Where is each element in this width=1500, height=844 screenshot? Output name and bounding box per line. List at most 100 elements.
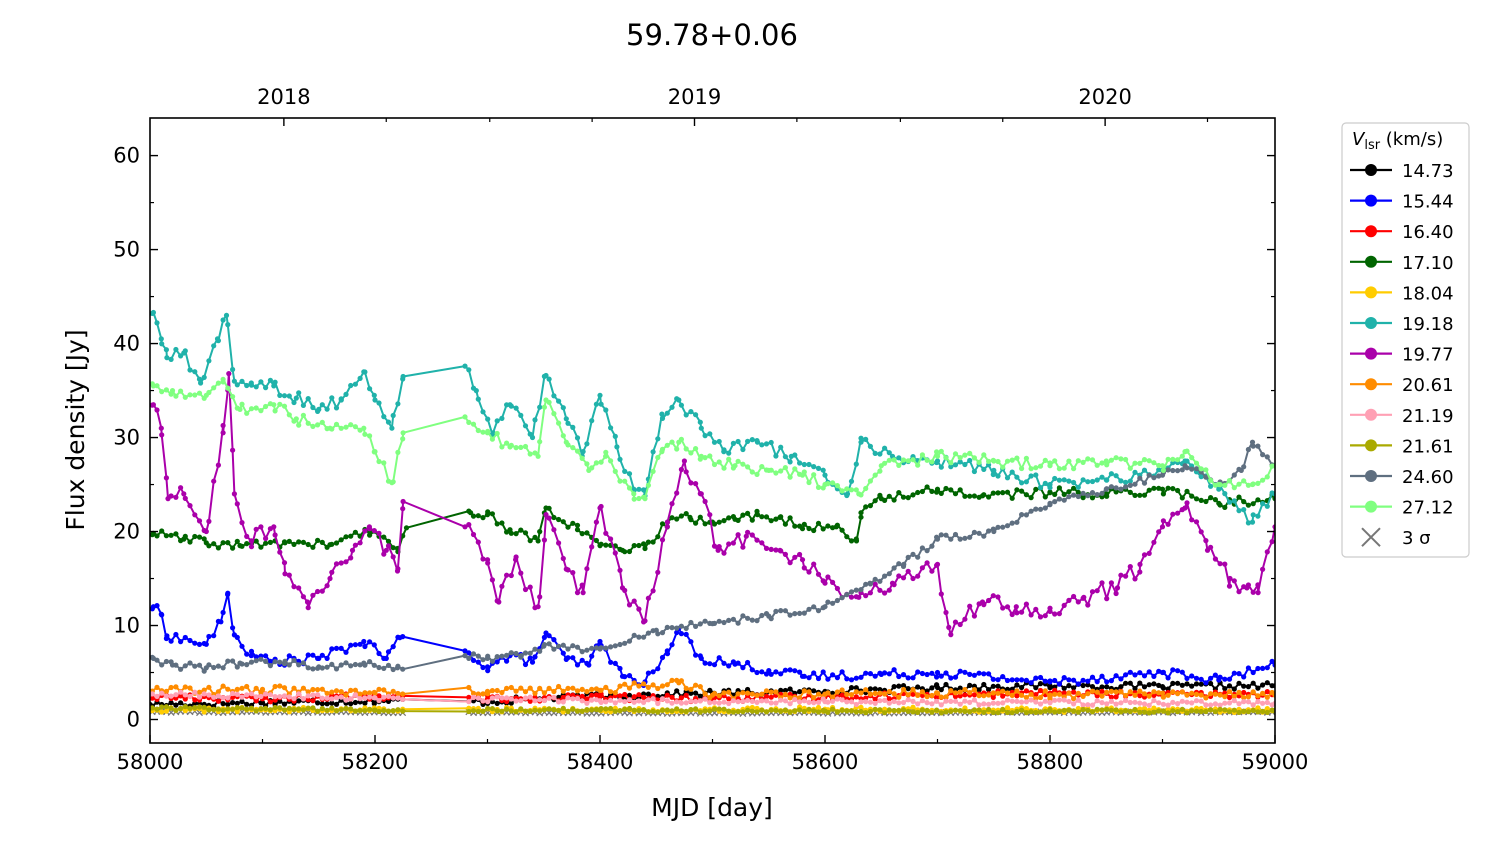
series-point <box>475 539 481 545</box>
series-point <box>943 455 949 461</box>
series-point <box>1141 701 1148 707</box>
series-point <box>1113 485 1119 491</box>
series-point <box>1056 485 1062 491</box>
series-point <box>462 524 468 530</box>
series-point <box>333 708 340 714</box>
series-point <box>872 696 878 702</box>
series-point <box>1108 698 1114 705</box>
series-point <box>390 545 396 551</box>
series-point <box>1179 689 1185 695</box>
series-point <box>352 381 358 387</box>
series-point <box>173 702 179 708</box>
series-point <box>1208 707 1214 713</box>
series-point <box>310 544 316 550</box>
series-point <box>272 659 278 665</box>
series-point <box>173 684 179 690</box>
series-point <box>659 654 666 661</box>
series-point <box>1014 682 1020 688</box>
series-point <box>316 406 322 412</box>
series-point <box>1033 606 1039 613</box>
series-point <box>669 708 675 714</box>
series-point <box>995 490 1001 496</box>
series-point <box>494 418 500 424</box>
series-point <box>352 661 358 668</box>
series-point <box>806 461 812 468</box>
series-point <box>896 573 902 579</box>
series-point <box>1255 590 1261 596</box>
series-point <box>948 708 954 714</box>
series-point <box>806 525 812 532</box>
series-point <box>1165 710 1171 716</box>
series-point <box>735 458 741 464</box>
series-point <box>522 530 529 536</box>
series-point <box>778 444 784 450</box>
series-point <box>1255 665 1261 672</box>
series-point <box>272 694 278 700</box>
series-point <box>1080 477 1086 483</box>
series-point <box>1071 492 1077 498</box>
series-point <box>664 524 670 530</box>
series-point <box>929 692 935 699</box>
series-point <box>263 658 269 665</box>
series-point <box>1127 489 1133 495</box>
series-point <box>263 385 269 391</box>
series-point <box>773 669 779 675</box>
series-point <box>579 531 585 537</box>
series-point <box>938 687 944 693</box>
series-point <box>1249 519 1256 525</box>
series-point <box>622 468 628 474</box>
series-point <box>806 699 812 706</box>
series-point <box>1264 454 1270 460</box>
series-point <box>1184 681 1190 687</box>
series-point <box>608 458 614 464</box>
series-point <box>778 468 784 474</box>
series-point <box>1123 680 1129 686</box>
series-point <box>535 538 541 544</box>
series-point <box>839 488 845 494</box>
series-point <box>830 706 836 712</box>
series-point <box>844 534 850 540</box>
series-point <box>560 694 566 700</box>
series-point <box>882 590 888 596</box>
y-tick-label: 20 <box>113 520 140 544</box>
series-point <box>159 341 165 347</box>
series-point <box>206 684 212 690</box>
series-point <box>1203 474 1209 480</box>
series-point <box>154 383 160 389</box>
series-point <box>815 691 822 697</box>
series-point <box>1113 701 1119 707</box>
series-point <box>187 367 193 373</box>
series-point <box>1019 488 1025 494</box>
series-point <box>1203 702 1209 708</box>
series-point <box>1226 676 1233 682</box>
series-point <box>787 515 793 521</box>
series-point <box>626 673 633 679</box>
series-point <box>560 519 566 525</box>
series-point <box>230 658 236 664</box>
series-point <box>593 401 600 407</box>
series-point <box>740 690 746 696</box>
series-point <box>201 536 207 542</box>
series-point <box>1255 709 1261 715</box>
series-point <box>934 561 941 568</box>
series-point <box>844 491 851 497</box>
series-point <box>967 493 973 499</box>
series-point <box>1260 665 1266 672</box>
series-point <box>504 658 510 664</box>
series-point <box>1236 680 1242 686</box>
series-point <box>659 411 665 417</box>
series-point <box>239 705 245 711</box>
series-point <box>726 456 732 462</box>
series-point <box>168 532 174 538</box>
series-point <box>296 422 302 428</box>
series-point <box>1080 702 1086 708</box>
series-point <box>693 481 699 487</box>
series-point <box>1156 462 1162 469</box>
series-point <box>1071 689 1077 695</box>
series-point <box>579 698 585 704</box>
series-point <box>900 683 907 689</box>
series-point <box>766 668 772 674</box>
series-point <box>187 637 193 644</box>
series-point <box>475 708 481 715</box>
series-point <box>390 412 396 419</box>
